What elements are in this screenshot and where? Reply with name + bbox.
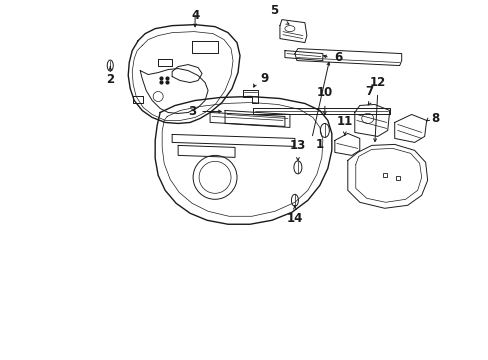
Text: 7: 7 (365, 85, 373, 99)
Text: 13: 13 (289, 139, 305, 152)
Text: 14: 14 (286, 212, 303, 225)
Text: 11: 11 (336, 116, 352, 129)
Text: 10: 10 (316, 86, 332, 99)
Text: 6: 6 (333, 51, 342, 64)
Text: 8: 8 (431, 112, 439, 125)
Text: 12: 12 (369, 76, 385, 89)
Text: 2: 2 (106, 73, 114, 86)
Text: 4: 4 (191, 9, 199, 22)
Text: 5: 5 (269, 4, 277, 17)
Text: 9: 9 (260, 72, 268, 85)
Text: 3: 3 (187, 105, 196, 118)
Text: 1: 1 (315, 138, 324, 151)
